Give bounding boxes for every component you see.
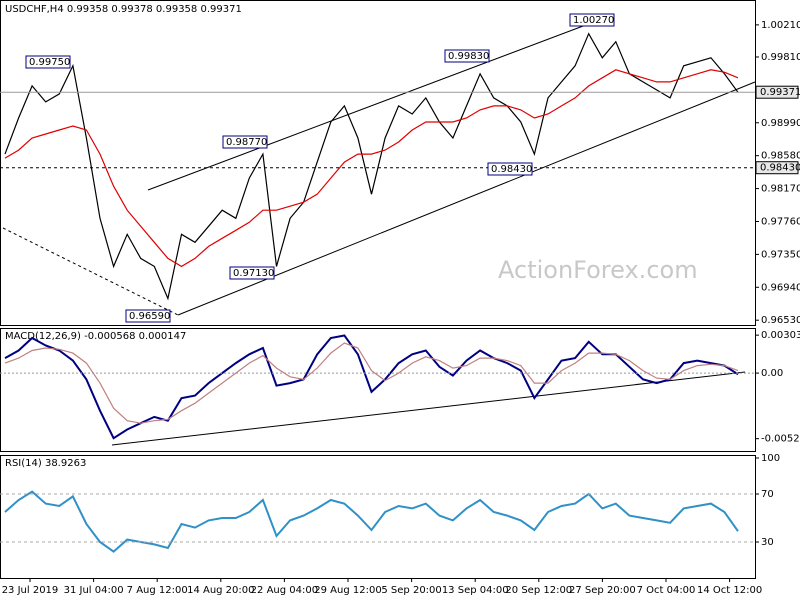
price-title: USDCHF,H4 0.99358 0.99378 0.99358 0.9937… [5,4,242,15]
x-tick-label: 20 Sep 12:00 [505,585,572,596]
y-tick-label: 0.96530 [761,315,800,326]
annotation-box [25,55,71,69]
current-price-box [755,85,799,99]
x-tick-label: 7 Aug 12:00 [127,585,188,596]
annotation-box [125,309,171,323]
annotation: 0.96590 [129,311,170,322]
annotation: 0.98770 [226,137,267,148]
x-tick-label: 29 Aug 12:00 [314,585,381,596]
watermark: ActionForex.com [498,256,698,284]
y-tick-label: 70 [761,489,774,500]
series-line [4,69,739,268]
level-box [755,161,799,175]
level-label: 0.98430 [760,163,800,174]
series-line [4,490,739,553]
y-tick-label: 100 [761,453,780,464]
annotation: 0.97130 [233,268,274,279]
x-tick-label: 22 Aug 04:00 [251,585,318,596]
x-tick-label: 14 Aug 20:00 [187,585,254,596]
x-tick-label: 31 Jul 04:00 [64,585,124,596]
macd-panel [0,328,756,452]
channel-upper [147,16,608,191]
trend-dashed [2,227,179,316]
y-tick-label: 1.00210 [761,20,800,31]
rsi-panel [0,455,756,579]
macd-title: MACD(12,26,9) -0.000568 0.000147 [5,331,186,342]
series-line [4,342,739,424]
y-tick-label: 0.99810 [761,52,800,63]
annotation: 0.99750 [29,57,70,68]
annotation-box [229,266,275,280]
rsi-title: RSI(14) 38.9263 [5,458,86,469]
x-tick-label: 5 Sep 20:00 [381,585,441,596]
y-tick-label: 0.00303 [761,330,800,341]
series-line [4,32,739,301]
x-tick-label: 27 Sep 20:00 [569,585,636,596]
current-price-label: 0.99371 [760,87,800,98]
y-tick-label: 0.96940 [761,282,800,293]
annotation: 0.99830 [448,51,489,62]
y-tick-label: 0.98170 [761,184,800,195]
x-tick-label: 13 Sep 04:00 [442,585,509,596]
y-tick-label: 0.98990 [761,118,800,129]
y-tick-label: 0.98580 [761,151,800,162]
y-tick-label: 0.97760 [761,216,800,227]
annotation-box [444,49,490,63]
annotation-box [222,135,268,149]
macd-trendline [111,371,746,446]
x-tick-label: 23 Jul 2019 [2,585,59,596]
annotation-box [487,162,533,176]
annotation: 1.00270 [573,15,614,26]
y-tick-label: 0.00 [761,368,783,379]
x-tick-label: 7 Oct 04:00 [637,585,696,596]
x-tick-label: 14 Oct 12:00 [697,585,762,596]
y-tick-label: 0.97350 [761,249,800,260]
annotation: 0.98430 [491,164,532,175]
y-tick-label: -0.005236 [761,434,800,445]
annotation-box [569,13,615,27]
y-tick-label: 30 [761,537,774,548]
